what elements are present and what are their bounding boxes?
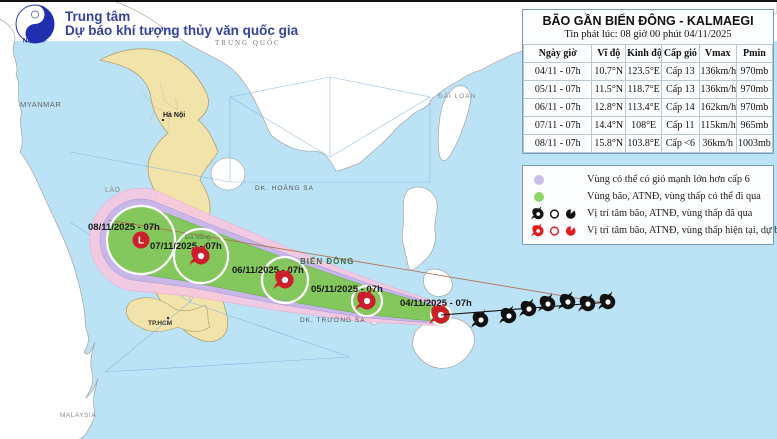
svg-text:08/11/2025 - 07h: 08/11/2025 - 07h [88, 222, 160, 233]
svg-text:Trung tâm: Trung tâm [65, 9, 130, 24]
svg-text:05/11/2025 - 07h: 05/11/2025 - 07h [311, 284, 383, 295]
svg-text:MYANMAR: MYANMAR [20, 100, 61, 109]
svg-text:NCHMF: NCHMF [23, 38, 47, 45]
svg-text:MALAYSIA: MALAYSIA [60, 412, 96, 419]
svg-text:TP.HCM: TP.HCM [148, 320, 172, 327]
svg-text:Dự báo khí tượng thủy văn quốc: Dự báo khí tượng thủy văn quốc gia [65, 23, 299, 38]
svg-text:Hà Nội: Hà Nội [163, 112, 185, 119]
svg-text:ĐÀI LOAN: ĐÀI LOAN [438, 91, 476, 100]
svg-text:07/11/2025 - 07h: 07/11/2025 - 07h [150, 241, 222, 252]
svg-text:DK. TRƯỜNG SA: DK. TRƯỜNG SA [300, 315, 366, 324]
svg-text:DK. HOÀNG SA: DK. HOÀNG SA [255, 183, 314, 192]
svg-text:06/11/2025 - 07h: 06/11/2025 - 07h [232, 265, 304, 276]
svg-text:TRUNG QUỐC: TRUNG QUỐC [215, 39, 281, 47]
svg-text:Đà Nẵng: Đà Nẵng [185, 232, 211, 241]
svg-text:LÀO: LÀO [105, 185, 121, 194]
svg-text:L: L [138, 236, 144, 247]
svg-text:BIỂN ĐÔNG: BIỂN ĐÔNG [300, 257, 354, 266]
